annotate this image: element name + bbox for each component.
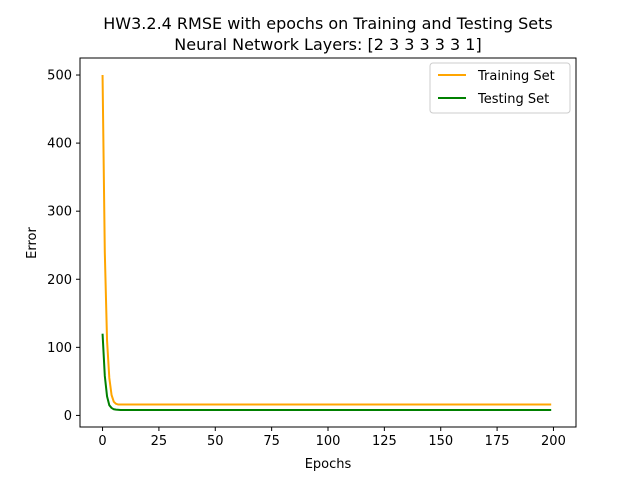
y-axis: 0 100 200 300 400 500 xyxy=(47,69,80,424)
y-axis-label: Error xyxy=(25,227,40,259)
series-line-testing-set xyxy=(101,333,552,411)
x-tick-label: 0 xyxy=(98,434,106,449)
y-tick-label: 500 xyxy=(47,69,72,84)
legend-label-training: Training Set xyxy=(477,69,555,84)
chart-title: HW3.2.4 RMSE with epochs on Training and… xyxy=(103,14,552,33)
plot-lines xyxy=(101,75,552,411)
x-tick-label: 175 xyxy=(485,434,510,449)
x-tick-label: 125 xyxy=(372,434,397,449)
x-tick-label: 50 xyxy=(207,434,224,449)
y-tick-label: 400 xyxy=(47,137,72,152)
legend: Training Set Testing Set xyxy=(429,62,571,114)
x-tick-label: 25 xyxy=(151,434,168,449)
legend-label-testing: Testing Set xyxy=(477,92,549,107)
y-tick-label: 100 xyxy=(47,341,72,356)
y-tick-label: 0 xyxy=(64,409,72,424)
x-tick-label: 200 xyxy=(541,434,566,449)
series-line-training-set xyxy=(101,75,552,406)
x-tick-label: 75 xyxy=(263,434,280,449)
x-axis: 0 25 50 75 100 125 150 175 200 xyxy=(98,427,566,449)
x-axis-label: Epochs xyxy=(305,457,352,472)
x-tick-label: 100 xyxy=(316,434,341,449)
y-tick-label: 300 xyxy=(47,205,72,220)
y-tick-label: 200 xyxy=(47,273,72,288)
chart-subtitle: Neural Network Layers: [2 3 3 3 3 3 1] xyxy=(174,35,481,54)
x-tick-label: 150 xyxy=(428,434,453,449)
